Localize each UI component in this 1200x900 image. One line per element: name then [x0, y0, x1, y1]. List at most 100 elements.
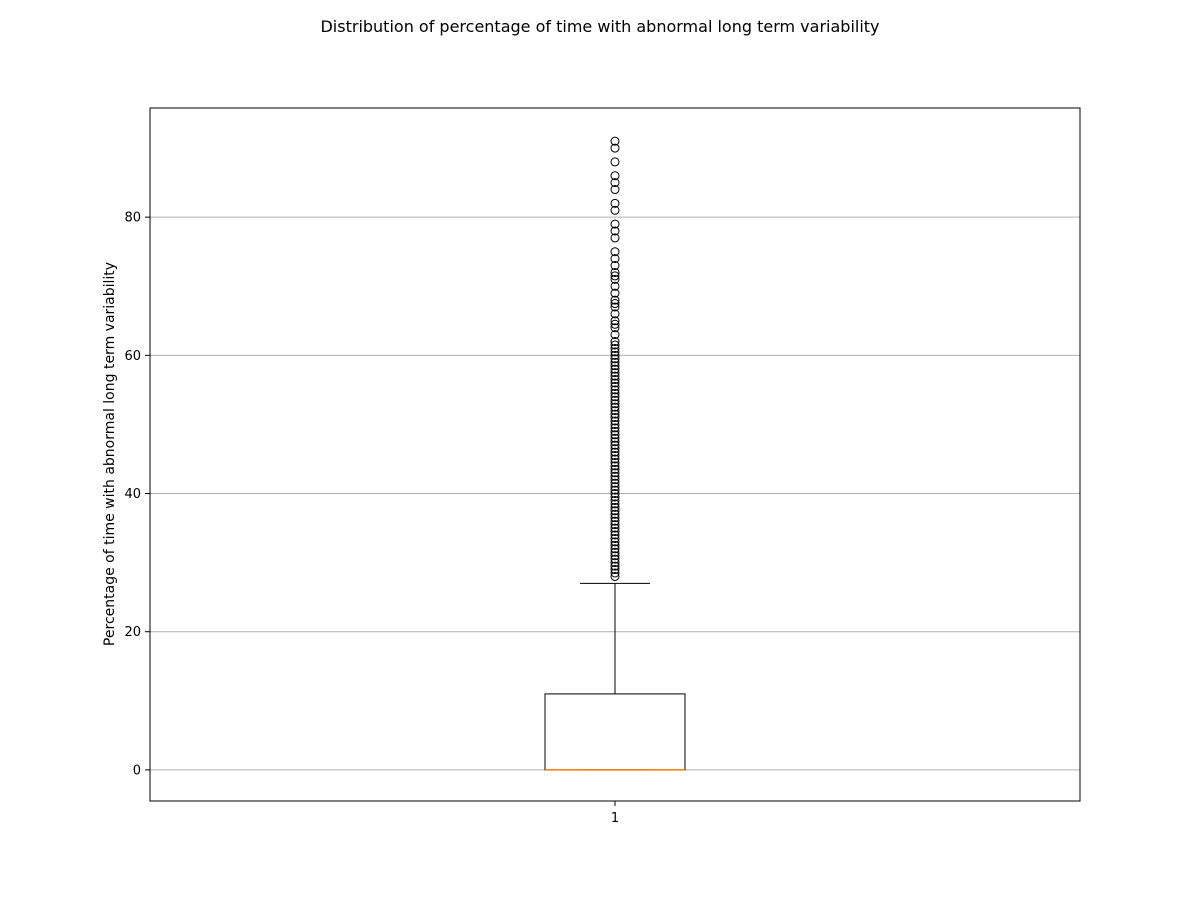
outlier-point — [610, 406, 620, 416]
interquartile-box — [544, 693, 686, 771]
outlier-point — [610, 354, 620, 364]
outlier-point — [610, 316, 620, 326]
x-axis-ticks: 1 — [611, 801, 619, 826]
outlier-point — [610, 416, 620, 426]
outlier-point — [610, 457, 620, 467]
outlier-point — [610, 544, 620, 554]
outlier-point — [610, 254, 620, 264]
outlier-point — [610, 568, 620, 578]
outlier-point — [610, 309, 620, 319]
outlier-point — [610, 247, 620, 257]
outlier-point — [610, 499, 620, 509]
outlier-point — [610, 347, 620, 357]
outlier-point — [610, 409, 620, 419]
outlier-point — [610, 385, 620, 395]
outlier-point — [610, 288, 620, 298]
outlier-point — [610, 357, 620, 367]
outlier-point — [610, 471, 620, 481]
outlier-point — [610, 554, 620, 564]
outlier-point — [610, 198, 620, 208]
outlier-point — [610, 495, 620, 505]
outlier-point — [610, 565, 620, 575]
y-axis-ticks: 0 20 40 60 80 — [124, 211, 150, 778]
outlier-point — [610, 447, 620, 457]
outlier-point — [610, 461, 620, 471]
outlier-point — [610, 350, 620, 360]
outlier-point — [610, 399, 620, 409]
outlier-point — [610, 392, 620, 402]
outlier-point — [610, 319, 620, 329]
outlier-point — [610, 274, 620, 284]
outlier-point — [610, 271, 620, 281]
y-axis-label: Percentage of time with abnormal long te… — [102, 262, 118, 646]
outlier-point — [610, 381, 620, 391]
outlier-point — [610, 451, 620, 461]
outlier-points — [610, 136, 620, 581]
x-tick-label: 1 — [611, 811, 619, 826]
outlier-point — [610, 402, 620, 412]
outlier-point — [610, 343, 620, 353]
outlier-point — [610, 143, 620, 153]
outlier-point — [610, 530, 620, 540]
outlier-point — [610, 444, 620, 454]
outlier-point — [610, 437, 620, 447]
outlier-point — [610, 302, 620, 312]
outlier-point — [610, 281, 620, 291]
outlier-point — [610, 171, 620, 181]
y-tick-label: 80 — [124, 211, 141, 226]
outlier-point — [610, 520, 620, 530]
outlier-point — [610, 185, 620, 195]
outlier-point — [610, 364, 620, 374]
y-tick-label: 40 — [124, 487, 141, 502]
outlier-point — [610, 157, 620, 167]
outlier-point — [610, 233, 620, 243]
outlier-point — [610, 464, 620, 474]
outlier-point — [610, 337, 620, 347]
outlier-point — [610, 423, 620, 433]
outlier-point — [610, 478, 620, 488]
outlier-point — [610, 368, 620, 378]
outlier-point — [610, 561, 620, 571]
outlier-point — [610, 516, 620, 526]
outlier-point — [610, 267, 620, 277]
outlier-point — [610, 485, 620, 495]
outlier-point — [610, 571, 620, 581]
outlier-point — [610, 513, 620, 523]
outlier-point — [610, 558, 620, 568]
outlier-point — [610, 375, 620, 385]
outlier-point — [610, 419, 620, 429]
outlier-point — [610, 378, 620, 388]
outlier-point — [610, 551, 620, 561]
outlier-point — [610, 523, 620, 533]
grid-lines — [150, 216, 1080, 771]
outlier-point — [610, 482, 620, 492]
outlier-point — [610, 540, 620, 550]
outlier-point — [610, 547, 620, 557]
outlier-point — [610, 454, 620, 464]
outlier-point — [610, 413, 620, 423]
outlier-point — [610, 527, 620, 537]
outlier-point — [610, 330, 620, 340]
outlier-point — [610, 537, 620, 547]
outlier-point — [610, 340, 620, 350]
outlier-point — [610, 430, 620, 440]
outlier-point — [610, 205, 620, 215]
outlier-point — [610, 440, 620, 450]
outlier-point — [610, 136, 620, 146]
outlier-point — [610, 361, 620, 371]
y-tick-label: 0 — [133, 763, 141, 778]
outlier-point — [610, 475, 620, 485]
box-element — [544, 582, 686, 771]
outlier-point — [610, 489, 620, 499]
outlier-point — [610, 426, 620, 436]
outlier-point — [610, 395, 620, 405]
y-tick-label: 60 — [124, 349, 141, 364]
outlier-point — [610, 509, 620, 519]
outlier-point — [610, 533, 620, 543]
outlier-point — [610, 388, 620, 398]
outlier-point — [610, 226, 620, 236]
outlier-point — [610, 506, 620, 516]
outlier-point — [610, 468, 620, 478]
outlier-point — [610, 433, 620, 443]
